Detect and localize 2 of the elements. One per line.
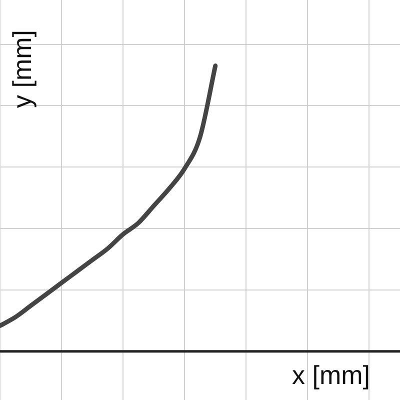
- x-axis-title: x [mm]: [292, 360, 370, 390]
- y-axis-title: y [mm]: [7, 30, 38, 108]
